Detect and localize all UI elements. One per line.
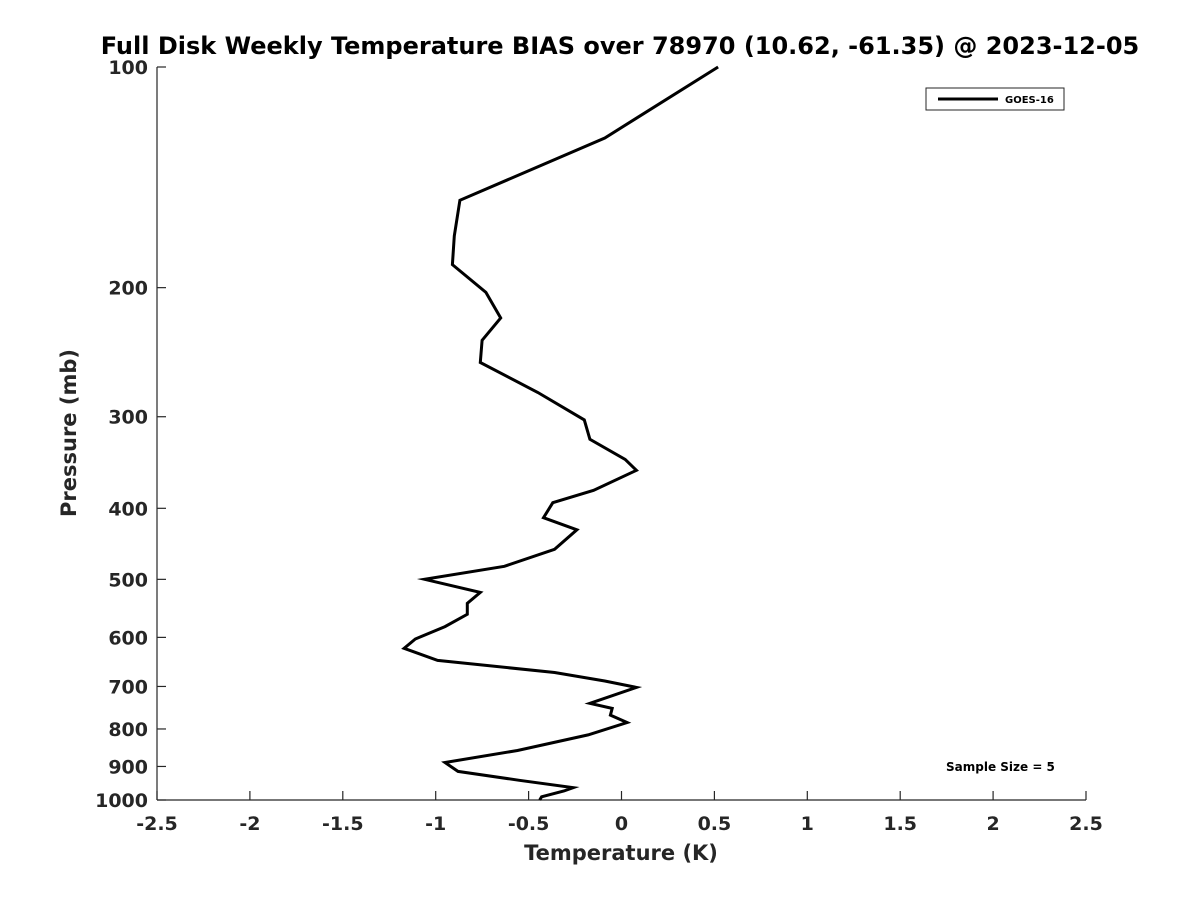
y-tick-label: 400 (108, 498, 148, 520)
x-tick-label: 1.5 (883, 813, 917, 835)
axes (156, 67, 1086, 801)
x-tick-label: -1.5 (322, 813, 364, 835)
x-tick-label: 0 (615, 813, 628, 835)
x-tick-label: 2.5 (1069, 813, 1103, 835)
x-tick-label: -2 (239, 813, 260, 835)
y-tick-label: 600 (108, 627, 148, 649)
y-axis-label: Pressure (mb) (57, 349, 81, 517)
y-tick-label: 200 (108, 278, 148, 300)
series-layer (401, 65, 719, 801)
y-tick-label: 100 (108, 57, 148, 79)
x-axis-label: Temperature (K) (524, 841, 718, 865)
x-tick-label: -0.5 (508, 813, 550, 835)
y-tick-label: 1000 (95, 790, 148, 812)
x-tick-label: 2 (986, 813, 999, 835)
y-tick-label: 900 (108, 756, 148, 778)
y-tick-label: 800 (108, 719, 148, 741)
x-tick-label: 0.5 (698, 813, 732, 835)
legend-label: GOES-16 (1005, 95, 1054, 106)
x-tick-label: -1 (425, 813, 446, 835)
legend: GOES-16 (925, 87, 1065, 111)
sample-size-annotation: Sample Size = 5 (946, 760, 1055, 774)
x-tick-label: 1 (801, 813, 814, 835)
x-tick-label: -2.5 (136, 813, 178, 835)
y-tick-label: 500 (108, 569, 148, 591)
y-tick-label: 300 (108, 407, 148, 429)
y-ticks: 100 200 300 400 500 600 700 800 900 1000 (95, 57, 166, 812)
x-ticks: -2.5 -2 -1.5 -1 -0.5 0 0.5 1 1.5 2 2.5 (136, 791, 1103, 835)
series-line-goes-16 (401, 65, 719, 801)
chart-title: Full Disk Weekly Temperature BIAS over 7… (101, 32, 1140, 60)
y-tick-label: 700 (108, 676, 148, 698)
